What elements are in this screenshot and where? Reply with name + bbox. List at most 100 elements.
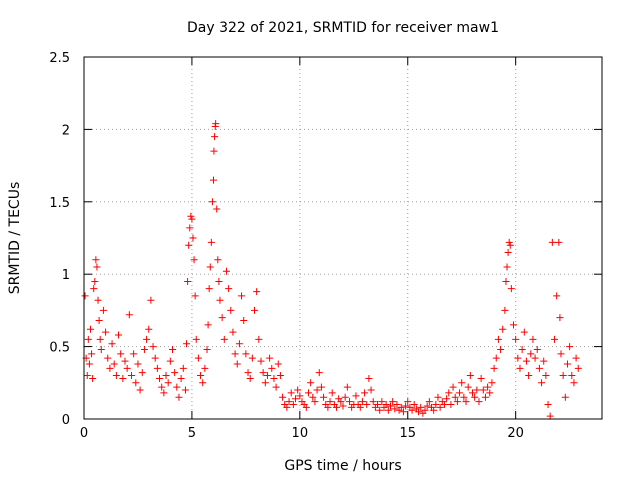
x-tick-label: 0 — [80, 426, 88, 441]
data-point — [296, 392, 304, 400]
data-point — [201, 364, 209, 372]
data-point — [160, 389, 168, 397]
data-point — [276, 372, 284, 380]
data-point — [179, 364, 187, 372]
data-point — [117, 350, 125, 358]
data-point — [376, 406, 384, 414]
data-point — [568, 372, 576, 380]
data-point — [86, 325, 94, 333]
data-point — [210, 176, 217, 184]
data-point — [304, 389, 312, 397]
x-tick-label: 20 — [507, 426, 524, 441]
data-point — [510, 321, 518, 329]
data-point — [361, 389, 369, 397]
data-point — [149, 343, 157, 351]
x-axis-label: GPS time / hours — [284, 458, 401, 474]
data-point — [535, 364, 543, 372]
data-point — [572, 354, 580, 362]
data-point — [522, 357, 530, 365]
data-point — [540, 357, 548, 365]
data-point — [210, 147, 218, 155]
data-point — [343, 383, 351, 391]
data-point — [216, 296, 224, 304]
data-point — [551, 335, 559, 343]
data-point — [263, 372, 271, 380]
data-point — [94, 296, 102, 304]
data-point — [317, 383, 325, 391]
data-point — [531, 354, 539, 362]
data-point — [556, 314, 564, 322]
data-point — [97, 345, 105, 353]
data-point — [492, 354, 500, 362]
y-tick-label: 0 — [62, 413, 70, 428]
data-point — [238, 292, 246, 300]
data-point — [507, 285, 515, 293]
data-point — [102, 328, 110, 336]
data-point — [378, 398, 386, 406]
data-point — [136, 386, 144, 394]
data-point — [285, 398, 293, 406]
data-point — [242, 350, 250, 358]
data-point — [125, 311, 133, 319]
data-point — [121, 357, 129, 365]
data-point — [192, 335, 200, 343]
data-point — [240, 317, 248, 325]
data-point — [279, 393, 287, 401]
data-point — [211, 133, 219, 141]
data-point — [324, 403, 332, 411]
data-point — [309, 393, 317, 401]
data-point — [553, 292, 561, 300]
data-point — [358, 398, 366, 406]
data-point — [188, 215, 196, 223]
data-point — [164, 379, 172, 387]
data-point — [499, 325, 507, 333]
data-point — [512, 335, 520, 343]
data-point — [481, 393, 489, 401]
data-point — [90, 285, 98, 293]
data-point — [434, 393, 442, 401]
data-point — [259, 369, 267, 377]
data-point — [397, 403, 405, 411]
data-point — [533, 345, 541, 353]
ticks: 0 5 10 15 20 0 0.5 1 1.5 2 2.5 — [49, 51, 602, 441]
data-point — [253, 288, 261, 296]
y-tick-label: 2.5 — [49, 51, 70, 66]
data-point — [356, 403, 364, 411]
data-point — [386, 402, 394, 410]
data-point — [456, 389, 464, 397]
data-point — [145, 325, 153, 333]
data-point — [177, 374, 185, 382]
data-point — [85, 360, 93, 368]
data-point — [488, 379, 496, 387]
data-point — [548, 238, 556, 246]
data-point — [175, 393, 183, 401]
data-point — [287, 389, 295, 397]
data-point — [417, 403, 425, 411]
data-point — [106, 364, 114, 372]
data-point — [205, 285, 213, 293]
x-tick-label: 15 — [399, 426, 416, 441]
data-point — [95, 317, 103, 325]
data-point — [559, 372, 567, 380]
data-point — [283, 403, 291, 411]
data-point — [337, 398, 345, 406]
data-point — [425, 398, 433, 406]
data-point — [520, 328, 528, 336]
data-point — [471, 393, 479, 401]
data-point — [218, 314, 226, 322]
data-point — [307, 379, 315, 387]
data-point — [525, 372, 533, 380]
data-point — [529, 335, 537, 343]
data-point — [497, 345, 505, 353]
data-point — [561, 393, 569, 401]
data-point — [410, 401, 418, 409]
data-point — [255, 335, 263, 343]
data-point — [204, 321, 212, 329]
data-point — [367, 386, 375, 394]
data-point — [143, 335, 151, 343]
data-point — [408, 406, 416, 414]
data-point — [432, 401, 440, 409]
y-axis-label: SRMTID / TECUs — [7, 182, 23, 295]
data-point — [235, 340, 243, 348]
data-point — [315, 369, 323, 377]
